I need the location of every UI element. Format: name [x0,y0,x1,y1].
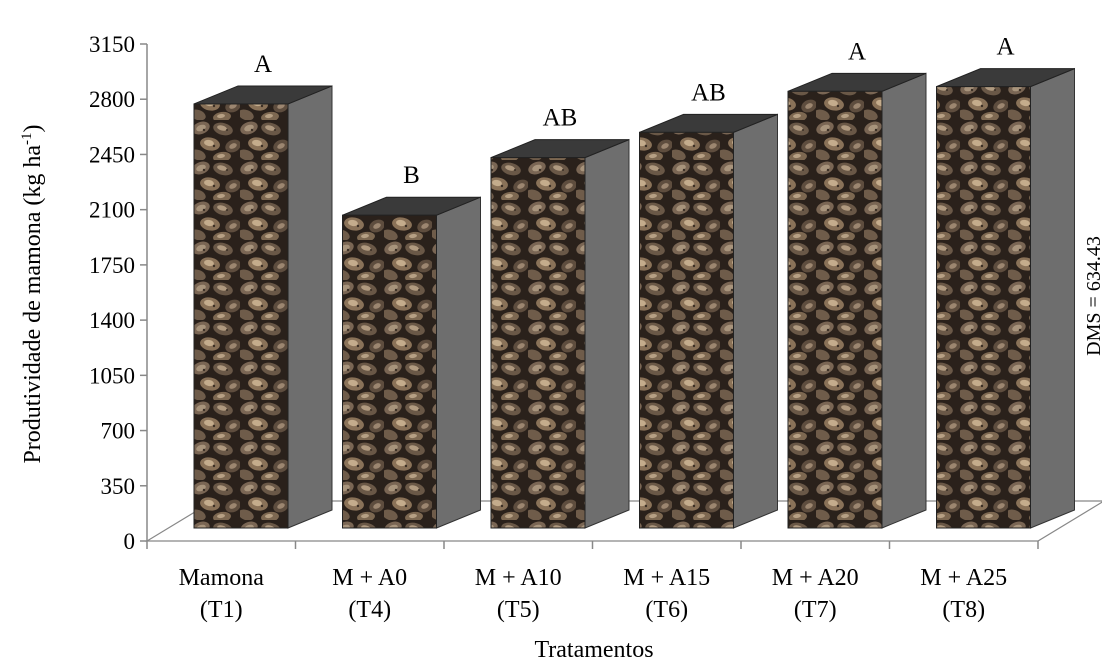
bar-side-face [1030,67,1075,529]
bar-front-face [342,214,437,529]
y-axis-title: Produtividade de mamona (kg ha-1) [19,124,46,463]
y-tick-label: 0 [124,529,136,554]
x-tick-label: (T4) [348,597,391,623]
bar-side-face [436,196,481,529]
y-tick-label: 2450 [89,142,135,167]
x-tick-label: M + A10 [475,565,562,591]
bar-front-face [193,103,289,529]
y-axis-title-end: ) [20,124,46,132]
bar [639,113,778,529]
x-tick-label: (T5) [497,597,540,623]
bar [936,67,1075,529]
x-tick-label: M + A20 [772,565,859,591]
dms-annotation: DMS = 634.43 [1083,236,1102,356]
y-axis-title-main: Produtividade de mamona (kg ha [20,145,46,464]
bar [342,196,481,529]
x-tick-label: M + A25 [920,565,1007,591]
bar-side-face [733,113,778,529]
bar [787,72,927,529]
x-tick-label: M + A15 [623,565,710,591]
y-tick-label: 1050 [89,363,135,388]
x-axis-title: Tratamentos [534,637,653,663]
y-tick-label: 1400 [89,308,135,333]
significance-letter: AB [543,105,578,132]
y-tick-label: 3150 [89,32,135,57]
y-tick-label: 2100 [89,198,135,223]
significance-letter: A [996,34,1014,61]
bar-front-face [787,90,883,529]
bar-front-face [936,86,1031,529]
y-tick-label: 700 [101,419,136,444]
x-tick-label: M + A0 [332,565,407,591]
y-tick-label: 1750 [89,253,135,278]
x-tick-label: (T1) [200,597,243,623]
x-tick-label: (T7) [794,597,837,623]
significance-letter: B [403,162,420,189]
x-tick-label: (T6) [645,597,688,623]
y-axis-title-sup: -1 [19,132,35,145]
bar-front-face [490,157,586,529]
bar [193,85,333,529]
significance-letter: A [848,38,866,65]
significance-letter: A [254,51,272,78]
x-tick-label: (T8) [942,597,985,623]
x-tick-label: Mamona [179,565,265,591]
y-tick-label: 350 [101,474,136,499]
bar-side-face [881,72,927,529]
bar-front-face [639,131,734,529]
bar [490,138,630,529]
significance-letter: AB [691,79,726,106]
bar-side-face [287,85,333,529]
bar-side-face [584,138,630,529]
y-tick-label: 2800 [89,87,135,112]
